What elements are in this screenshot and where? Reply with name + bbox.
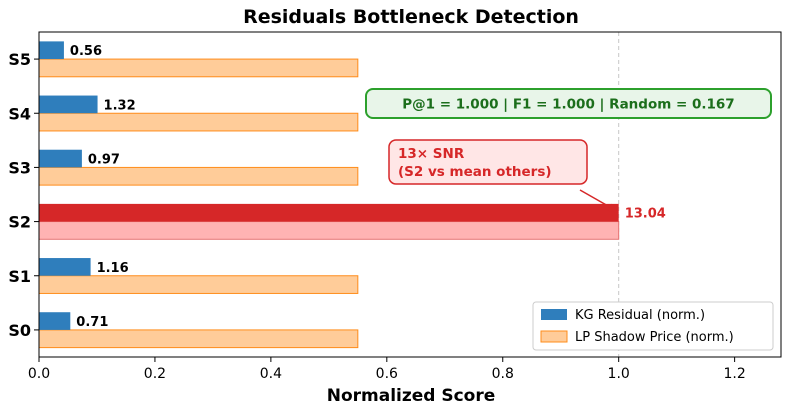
legend-box <box>532 301 774 351</box>
y-tick-label-s3: S3 <box>8 158 31 177</box>
x-tick-label: 0.6 <box>376 366 398 382</box>
bar-lp-shadow-s2 <box>38 221 620 240</box>
x-axis-label: Normalized Score <box>327 386 496 406</box>
x-tick-label: 1.2 <box>723 366 745 382</box>
metrics-box <box>365 88 772 119</box>
data-label-s3: 0.97 <box>88 153 120 168</box>
bar-kg-residual-s2 <box>39 203 619 222</box>
legend-label-kg-residual: KG Residual (norm.) <box>575 308 705 323</box>
y-tick-label-s0: S0 <box>8 321 31 340</box>
y-tick-label-s2: S2 <box>8 213 31 232</box>
plot-area: 0.71 S0 1.16 S1 13.04 S2 0.97 S3 1.32 S4 0.56 S5 0.0… <box>8 31 782 382</box>
data-label-s2: 13.04 <box>625 207 666 222</box>
chart-title: Residuals Bottleneck Detection <box>243 6 579 28</box>
x-tick-label: 0.2 <box>144 366 166 382</box>
snr-arrow-head <box>607 203 619 213</box>
data-label-s5: 0.56 <box>70 44 102 59</box>
bar-kg-residual-s1 <box>39 258 91 276</box>
x-tick-label: 0.0 <box>28 366 50 382</box>
x-tick-label: 0.8 <box>492 366 514 382</box>
bar-lp-shadow-s3 <box>38 166 359 186</box>
y-tick-label-s1: S1 <box>8 267 31 286</box>
snr-annotation-box <box>388 139 588 185</box>
bar-kg-residual-s3 <box>39 149 82 168</box>
bar-kg-residual-s4 <box>39 95 98 114</box>
bar-lp-shadow-s0 <box>38 329 359 349</box>
axes-frame <box>38 31 782 358</box>
bar-kg-residual-s0 <box>39 312 71 330</box>
snr-arrow-line <box>579 189 616 211</box>
legend-swatch-lp-shadow <box>540 330 568 343</box>
legend-label-lp-shadow: LP Shadow Price (norm.) <box>575 330 734 345</box>
bar-kg-residual-s5 <box>39 41 64 60</box>
bar-lp-shadow-s5 <box>38 58 359 78</box>
data-label-s1: 1.16 <box>97 261 129 276</box>
data-label-s0: 0.71 <box>76 315 108 330</box>
metrics-annotation: P@1 = 1.000 | F1 = 1.000 | Random = 0.16… <box>402 97 734 113</box>
bar-lp-shadow-s1 <box>38 275 359 294</box>
y-tick-label-s5: S5 <box>8 50 31 69</box>
snr-annotation-line2: (S2 vs mean others) <box>398 164 552 180</box>
x-tick-label: 0.4 <box>260 366 282 382</box>
bar-lp-shadow-s4 <box>38 112 359 132</box>
y-tick-label-s4: S4 <box>8 104 31 123</box>
snr-annotation-line1: 13× SNR <box>398 146 465 162</box>
x-tick-label: 1.0 <box>608 366 630 382</box>
legend-swatch-kg-residual <box>541 309 567 320</box>
data-label-s4: 1.32 <box>104 98 136 113</box>
